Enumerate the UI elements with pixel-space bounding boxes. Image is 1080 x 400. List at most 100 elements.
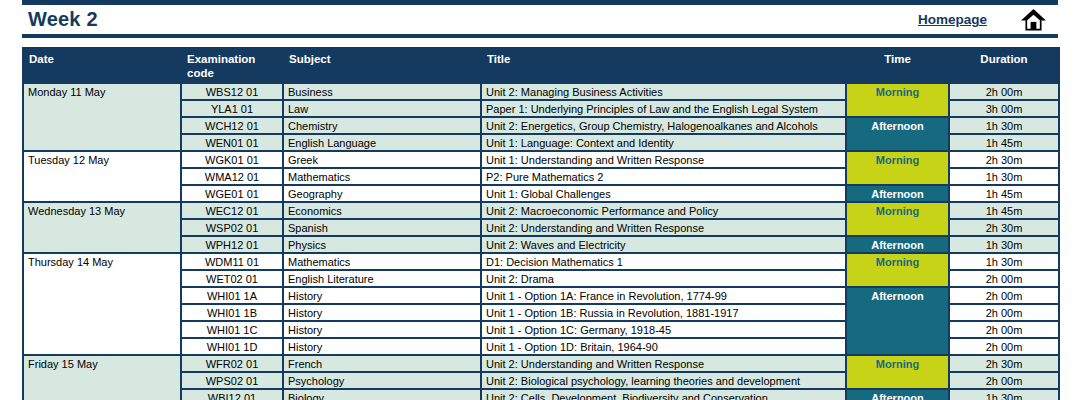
session-cell-afternoon: Afternoon — [846, 117, 949, 151]
duration-cell: 2h 30m — [949, 219, 1059, 236]
title-cell: Unit 1: Language: Context and Identity — [481, 134, 846, 151]
subject-cell: Spanish — [283, 219, 481, 236]
table-row: Wednesday 13 MayWEC12 01EconomicsUnit 2:… — [23, 202, 1059, 219]
subject-cell: Psychology — [283, 372, 481, 389]
duration-cell: 2h 00m — [949, 270, 1059, 287]
duration-cell: 3h 00m — [949, 100, 1059, 117]
column-header-duration: Duration — [949, 48, 1059, 83]
duration-cell: 1h 30m — [949, 168, 1059, 185]
exam-code-cell: WEC12 01 — [181, 202, 283, 219]
subject-cell: History — [283, 321, 481, 338]
title-cell: Unit 1 - Option 1B: Russia in Revolution… — [481, 304, 846, 321]
title-cell: D1: Decision Mathematics 1 — [481, 253, 846, 270]
title-cell: Unit 1 - Option 1A: France in Revolution… — [481, 287, 846, 304]
duration-cell: 1h 30m — [949, 117, 1059, 134]
exam-code-cell: WGE01 01 — [181, 185, 283, 202]
duration-cell: 1h 45m — [949, 185, 1059, 202]
session-cell-morning: Morning — [846, 355, 949, 389]
exam-code-cell: WHI01 1C — [181, 321, 283, 338]
title-cell: Paper 1: Underlying Principles of Law an… — [481, 100, 846, 117]
duration-cell: 2h 00m — [949, 338, 1059, 355]
subject-cell: French — [283, 355, 481, 372]
subject-cell: Mathematics — [283, 168, 481, 185]
column-header-examination-code: Examination code — [181, 48, 283, 83]
title-cell: Unit 2: Energetics, Group Chemistry, Hal… — [481, 117, 846, 134]
session-cell-morning: Morning — [846, 151, 949, 185]
subject-cell: History — [283, 304, 481, 321]
table-row: Thursday 14 MayWDM11 01MathematicsD1: De… — [23, 253, 1059, 270]
duration-cell: 1h 45m — [949, 202, 1059, 219]
date-cell: Monday 11 May — [23, 83, 181, 151]
table-row: Monday 11 MayWBS12 01BusinessUnit 2: Man… — [23, 83, 1059, 100]
title-cell: Unit 2: Biological psychology, learning … — [481, 372, 846, 389]
subject-cell: Geography — [283, 185, 481, 202]
table-row: Friday 15 MayWFR02 01FrenchUnit 2: Under… — [23, 355, 1059, 372]
exam-code-cell: WSP02 01 — [181, 219, 283, 236]
duration-cell: 1h 30m — [949, 253, 1059, 270]
column-header-date: Date — [23, 48, 181, 83]
exam-code-cell: WGK01 01 — [181, 151, 283, 168]
session-cell-morning: Morning — [846, 202, 949, 236]
exam-code-cell: WET02 01 — [181, 270, 283, 287]
session-cell-afternoon: Afternoon — [846, 236, 949, 253]
duration-cell: 2h 00m — [949, 321, 1059, 338]
subject-cell: Mathematics — [283, 253, 481, 270]
homepage-wrap: Homepage — [918, 8, 1058, 31]
column-header-subject: Subject — [283, 48, 481, 83]
date-cell: Tuesday 12 May — [23, 151, 181, 202]
exam-code-cell: WMA12 01 — [181, 168, 283, 185]
subject-cell: Greek — [283, 151, 481, 168]
exam-code-cell: WBI12 01 — [181, 389, 283, 400]
subject-cell: Physics — [283, 236, 481, 253]
homepage-link[interactable]: Homepage — [918, 12, 987, 27]
exam-code-cell: WHI01 1D — [181, 338, 283, 355]
title-cell: Unit 2: Managing Business Activities — [481, 83, 846, 100]
column-header-time: Time — [846, 48, 949, 83]
exam-table: Date Examination code Subject Title Time… — [22, 47, 1060, 400]
exam-code-cell: WBS12 01 — [181, 83, 283, 100]
title-cell: Unit 1: Global Challenges — [481, 185, 846, 202]
subject-cell: Business — [283, 83, 481, 100]
title-row: Week 2 Homepage — [22, 5, 1058, 34]
date-cell: Friday 15 May — [23, 355, 181, 400]
session-cell-morning: Morning — [846, 83, 949, 117]
duration-cell: 2h 00m — [949, 83, 1059, 100]
session-cell-afternoon: Afternoon — [846, 185, 949, 202]
page-title: Week 2 — [22, 8, 98, 31]
duration-cell: 2h 00m — [949, 372, 1059, 389]
title-cell: Unit 1 - Option 1C: Germany, 1918-45 — [481, 321, 846, 338]
subject-cell: Economics — [283, 202, 481, 219]
title-cell: Unit 2: Drama — [481, 270, 846, 287]
exam-code-cell: WHI01 1A — [181, 287, 283, 304]
duration-cell: 1h 30m — [949, 389, 1059, 400]
session-cell-afternoon: Afternoon — [846, 389, 949, 400]
duration-cell: 2h 30m — [949, 355, 1059, 372]
exam-code-cell: WPH12 01 — [181, 236, 283, 253]
title-cell: Unit 2: Waves and Electricity — [481, 236, 846, 253]
exam-code-cell: WCH12 01 — [181, 117, 283, 134]
title-cell: Unit 2: Understanding and Written Respon… — [481, 355, 846, 372]
subject-cell: Biology — [283, 389, 481, 400]
title-cell: P2: Pure Mathematics 2 — [481, 168, 846, 185]
duration-cell: 1h 45m — [949, 134, 1059, 151]
title-cell: Unit 1 - Option 1D: Britain, 1964-90 — [481, 338, 846, 355]
column-header-title: Title — [481, 48, 846, 83]
home-icon[interactable] — [1021, 8, 1046, 31]
subject-cell: English Literature — [283, 270, 481, 287]
exam-table-header: Date Examination code Subject Title Time… — [23, 48, 1059, 83]
subject-cell: History — [283, 338, 481, 355]
table-row: Tuesday 12 MayWGK01 01GreekUnit 1: Under… — [23, 151, 1059, 168]
title-cell: Unit 1: Understanding and Written Respon… — [481, 151, 846, 168]
header-rule — [22, 34, 1058, 38]
exam-table-body: Monday 11 MayWBS12 01BusinessUnit 2: Man… — [23, 83, 1059, 400]
date-cell: Thursday 14 May — [23, 253, 181, 355]
subject-cell: History — [283, 287, 481, 304]
exam-code-cell: WPS02 01 — [181, 372, 283, 389]
exam-code-cell: WEN01 01 — [181, 134, 283, 151]
duration-cell: 2h 00m — [949, 287, 1059, 304]
duration-cell: 2h 30m — [949, 151, 1059, 168]
title-cell: Unit 2: Cells, Development, Biodiversity… — [481, 389, 846, 400]
exam-code-cell: YLA1 01 — [181, 100, 283, 117]
subject-cell: Chemistry — [283, 117, 481, 134]
duration-cell: 1h 30m — [949, 236, 1059, 253]
